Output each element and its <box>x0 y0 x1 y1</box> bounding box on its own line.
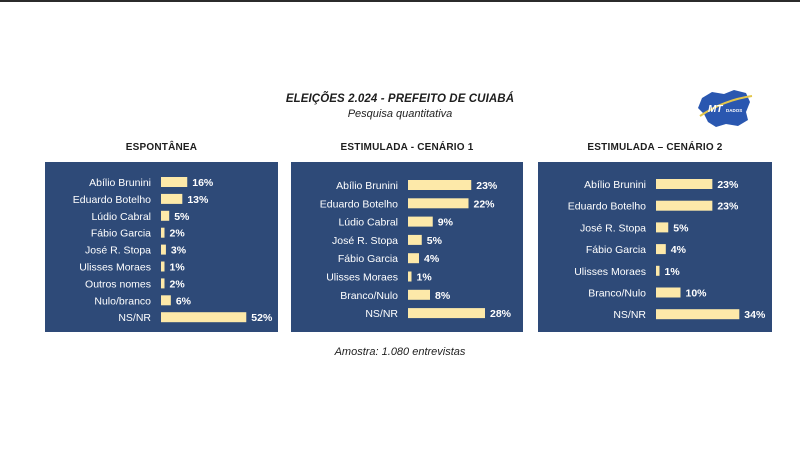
value-label: 6% <box>176 295 192 307</box>
category-label: Fábio Garcia <box>91 228 151 240</box>
mato-grosso-map-logo-icon: MT DADOS <box>698 90 753 127</box>
chart-1-svg: Abílio Brunini 16% Eduardo Botelho 13% Lúdio… <box>73 177 273 324</box>
category-label: Outros nomes <box>85 278 151 290</box>
bar <box>161 210 170 221</box>
sample-footnote: Amostra: 1.080 entrevistas <box>334 346 466 358</box>
bar <box>161 193 183 204</box>
top-border-line <box>0 0 800 2</box>
category-label: José R. Stopa <box>580 222 646 234</box>
value-label: 13% <box>187 194 209 206</box>
category-label: Lúdio Cabral <box>338 217 398 229</box>
chart-3-svg: Abílio Brunini 23% Eduardo Botelho 23% José … <box>568 179 766 321</box>
bar <box>161 227 165 238</box>
chart-1-title: ESPONTÂNEA <box>125 142 198 153</box>
report-subtitle: Pesquisa quantitativa <box>347 108 453 120</box>
bar <box>408 216 433 227</box>
chart-3-panel: Abílio Brunini 23% Eduardo Botelho 23% José … <box>538 162 772 332</box>
value-label: 23% <box>717 201 739 213</box>
value-label: 10% <box>686 288 708 300</box>
value-label: 2% <box>170 278 186 290</box>
value-label: 1% <box>665 266 681 278</box>
bar <box>161 244 166 255</box>
report-title: ELEIÇÕES 2.024 - PREFEITO DE CUIABÁ <box>285 93 515 105</box>
category-label: Nulo/branco <box>94 295 151 307</box>
category-label: Abílio Brunini <box>584 179 646 191</box>
chart-2-title: ESTIMULADA - CENÁRIO 1 <box>340 142 474 153</box>
chart-2-svg: Abílio Brunini 23% Eduardo Botelho 22% Lúdio… <box>320 180 512 320</box>
value-label: 1% <box>417 272 433 284</box>
category-label: Branco/Nulo <box>340 290 398 302</box>
svg-text:MT: MT <box>708 104 723 115</box>
category-label: Eduardo Botelho <box>568 201 646 213</box>
category-label: Lúdio Cabral <box>91 211 151 223</box>
value-label: 23% <box>476 180 498 192</box>
value-label: 23% <box>717 179 739 191</box>
bar <box>656 265 660 276</box>
bar <box>408 271 412 282</box>
chart-3-title: ESTIMULADA – CENÁRIO 2 <box>587 142 723 153</box>
value-label: 34% <box>744 309 766 321</box>
category-label: Fábio Garcia <box>338 253 398 265</box>
category-label: Fábio Garcia <box>586 244 646 256</box>
bar <box>408 180 472 190</box>
category-label: Abílio Brunini <box>336 180 398 192</box>
category-label: Eduardo Botelho <box>73 194 151 206</box>
category-label: José R. Stopa <box>332 235 398 247</box>
bar <box>656 309 740 320</box>
value-label: 5% <box>673 222 689 234</box>
bar <box>656 200 713 211</box>
bar <box>161 295 171 306</box>
value-label: 4% <box>671 244 687 256</box>
bar <box>656 287 681 298</box>
value-label: 2% <box>170 228 186 240</box>
bar <box>408 253 419 264</box>
category-label: Branco/Nulo <box>588 288 646 300</box>
value-label: 16% <box>192 177 214 189</box>
chart-1-panel: Abílio Brunini 16% Eduardo Botelho 13% Lúdio… <box>45 162 278 332</box>
bar <box>408 234 422 245</box>
mt-dados-logo: MT DADOS <box>694 86 756 130</box>
bar <box>408 308 485 319</box>
category-label: Ulisses Moraes <box>574 266 646 278</box>
bar <box>656 244 666 255</box>
chart-2-panel: Abílio Brunini 23% Eduardo Botelho 22% Lúdio… <box>291 162 523 332</box>
bar <box>408 289 430 300</box>
bar <box>161 261 165 272</box>
category-label: Ulisses Moraes <box>326 272 398 284</box>
value-label: 5% <box>427 235 443 247</box>
svg-text:DADOS: DADOS <box>726 108 742 113</box>
category-label: Abílio Brunini <box>89 177 151 189</box>
value-label: 52% <box>251 312 273 324</box>
value-label: 3% <box>171 245 187 257</box>
value-label: 1% <box>170 262 186 274</box>
category-label: José R. Stopa <box>85 245 151 257</box>
category-label: Ulisses Moraes <box>79 262 151 274</box>
value-label: 9% <box>438 217 454 229</box>
bar <box>656 179 713 189</box>
category-label: NS/NR <box>365 308 398 320</box>
category-label: NS/NR <box>613 309 646 321</box>
bar <box>161 177 188 187</box>
value-label: 28% <box>490 308 512 320</box>
value-label: 8% <box>435 290 451 302</box>
category-label: Eduardo Botelho <box>320 198 398 210</box>
value-label: 22% <box>474 198 496 210</box>
bar <box>408 198 469 209</box>
value-label: 5% <box>174 211 190 223</box>
bar <box>161 312 247 323</box>
category-label: NS/NR <box>118 312 151 324</box>
bar <box>656 222 669 233</box>
bar <box>161 278 165 289</box>
report-header: ELEIÇÕES 2.024 - PREFEITO DE CUIABÁ Pesq… <box>0 93 800 120</box>
value-label: 4% <box>424 253 440 265</box>
